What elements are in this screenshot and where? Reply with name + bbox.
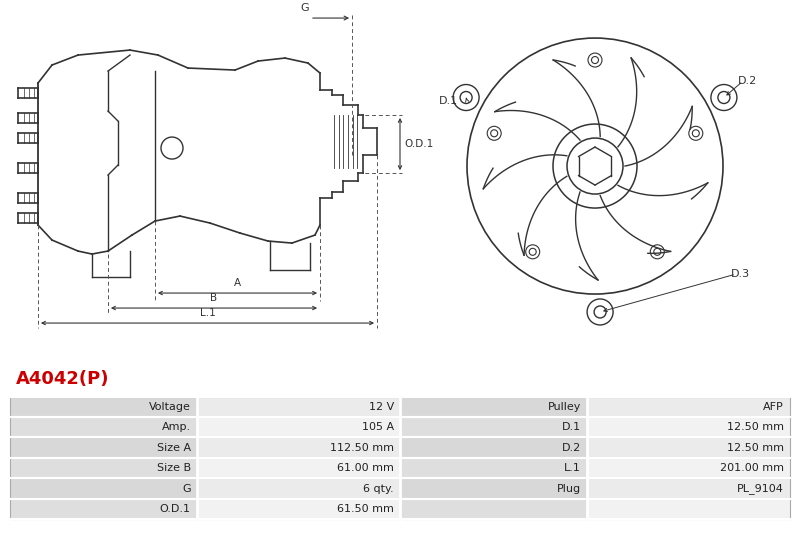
Text: D.3: D.3 xyxy=(731,269,750,279)
Text: Voltage: Voltage xyxy=(149,402,190,412)
Bar xyxy=(400,499,587,519)
Text: O.D.1: O.D.1 xyxy=(404,139,434,149)
Bar xyxy=(10,397,197,417)
Text: Size B: Size B xyxy=(157,463,190,473)
Bar xyxy=(197,478,400,499)
Bar xyxy=(197,499,400,519)
Text: D.2: D.2 xyxy=(738,76,758,86)
Bar xyxy=(10,478,197,499)
Text: Size A: Size A xyxy=(157,442,190,453)
Text: Pulley: Pulley xyxy=(548,402,581,412)
Text: D.1: D.1 xyxy=(562,422,581,432)
Bar xyxy=(10,499,197,519)
Bar xyxy=(587,458,790,478)
Text: L.1: L.1 xyxy=(200,308,215,318)
Text: 61.00 mm: 61.00 mm xyxy=(337,463,394,473)
Bar xyxy=(197,458,400,478)
Text: D.2: D.2 xyxy=(562,442,581,453)
Bar xyxy=(587,397,790,417)
Text: G: G xyxy=(301,3,310,13)
Bar xyxy=(587,417,790,438)
Bar xyxy=(587,478,790,499)
Text: 6 qty.: 6 qty. xyxy=(363,483,394,494)
Bar xyxy=(587,438,790,458)
Text: Amp.: Amp. xyxy=(162,422,190,432)
Text: PL_9104: PL_9104 xyxy=(738,483,784,494)
Text: 105 A: 105 A xyxy=(362,422,394,432)
Bar xyxy=(400,438,587,458)
Text: 12.50 mm: 12.50 mm xyxy=(727,442,784,453)
Bar xyxy=(587,499,790,519)
Bar xyxy=(400,478,587,499)
Text: 201.00 mm: 201.00 mm xyxy=(720,463,784,473)
Bar xyxy=(400,417,587,438)
Text: A: A xyxy=(234,278,241,288)
Text: D.1: D.1 xyxy=(439,96,458,106)
Text: 112.50 mm: 112.50 mm xyxy=(330,442,394,453)
Bar xyxy=(197,417,400,438)
Text: B: B xyxy=(210,293,218,303)
Bar xyxy=(197,397,400,417)
Bar xyxy=(400,458,587,478)
Text: A4042(P): A4042(P) xyxy=(16,370,110,388)
Text: AFP: AFP xyxy=(763,402,784,412)
Bar xyxy=(10,458,197,478)
Bar xyxy=(197,438,400,458)
Text: 12.50 mm: 12.50 mm xyxy=(727,422,784,432)
Bar xyxy=(10,417,197,438)
Bar xyxy=(10,438,197,458)
Text: G: G xyxy=(182,483,190,494)
Text: 12 V: 12 V xyxy=(369,402,394,412)
Bar xyxy=(10,397,790,519)
Text: L.1: L.1 xyxy=(564,463,581,473)
Text: O.D.1: O.D.1 xyxy=(160,504,190,514)
Bar xyxy=(400,397,587,417)
Text: 61.50 mm: 61.50 mm xyxy=(337,504,394,514)
Text: Plug: Plug xyxy=(557,483,581,494)
